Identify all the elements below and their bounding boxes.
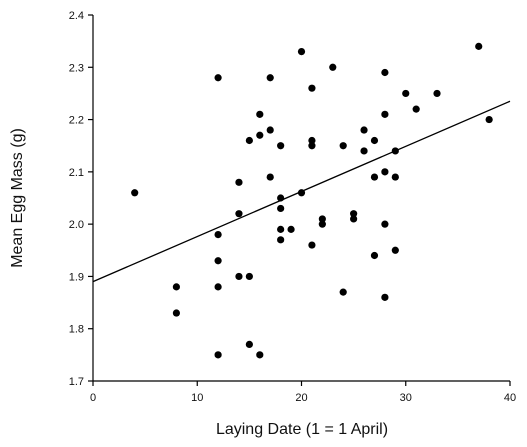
data-point: [402, 89, 410, 98]
data-point: [297, 189, 306, 197]
y-axis: 1.7 1.8 1.9 2.0 2.1 2.2 2.3 2.4: [69, 10, 94, 388]
data-point: [214, 231, 222, 239]
y-tick-label: 2.2: [69, 115, 84, 127]
data-point: [381, 168, 389, 176]
y-tick-label: 2.1: [69, 167, 84, 179]
data-point: [370, 251, 379, 260]
data-point: [412, 105, 420, 113]
data-point: [381, 110, 389, 118]
data-point: [245, 136, 253, 145]
y-axis-title: Mean Egg Mass (g): [9, 128, 26, 268]
data-point: [235, 178, 243, 186]
data-point: [350, 215, 358, 223]
data-point: [360, 126, 368, 134]
data-point: [256, 351, 264, 359]
data-point: [485, 115, 493, 124]
data-point: [277, 236, 285, 244]
data-point: [381, 220, 389, 228]
data-point: [266, 173, 274, 181]
x-axis-title: Laying Date (1 = 1 April): [216, 421, 388, 438]
data-point: [391, 246, 399, 254]
x-ticks: 0 10 20 30 40: [90, 381, 516, 404]
y-tick-label: 2.4: [69, 10, 84, 22]
y-tick-label: 1.9: [69, 271, 84, 283]
y-tick-label: 1.7: [69, 376, 84, 388]
data-point: [308, 241, 316, 249]
data-point: [433, 89, 441, 98]
data-point: [131, 189, 139, 197]
data-point: [297, 48, 306, 56]
data-point: [277, 225, 285, 233]
y-ticks: 1.7 1.8 1.9 2.0 2.1 2.2 2.3 2.4: [69, 10, 93, 388]
data-point: [360, 147, 368, 155]
y-tick-label: 2.3: [69, 62, 84, 74]
data-point: [339, 142, 347, 150]
data-point: [391, 147, 399, 155]
data-point: [277, 142, 285, 150]
data-point: [245, 272, 253, 281]
x-tick-label: 20: [295, 392, 307, 404]
data-point: [339, 288, 347, 296]
data-point: [318, 215, 326, 223]
data-point: [256, 131, 264, 139]
data-point: [391, 173, 399, 181]
data-point: [308, 136, 316, 145]
data-point: [235, 210, 243, 218]
data-point: [308, 84, 316, 92]
data-point: [350, 210, 358, 218]
x-tick-label: 0: [90, 392, 96, 404]
data-point: [318, 220, 326, 228]
data-point: [370, 136, 379, 145]
x-tick-label: 10: [191, 392, 203, 404]
y-tick-label: 2.0: [69, 219, 84, 231]
data-point: [308, 142, 316, 150]
data-point: [287, 225, 295, 233]
data-point: [172, 309, 180, 317]
data-point: [214, 74, 222, 82]
data-point: [256, 110, 264, 118]
data-point: [214, 351, 222, 359]
data-point: [214, 257, 222, 265]
data-point: [329, 63, 337, 71]
y-tick-label: 1.8: [69, 324, 84, 336]
data-point: [235, 272, 243, 281]
data-points: [131, 42, 493, 359]
data-point: [277, 204, 285, 213]
data-point: [266, 74, 274, 82]
data-point: [370, 173, 379, 181]
x-tick-label: 40: [504, 392, 516, 404]
data-point: [172, 283, 180, 291]
data-point: [381, 68, 389, 77]
data-point: [245, 340, 253, 348]
data-point: [214, 283, 222, 291]
data-point: [277, 194, 285, 202]
data-point: [381, 293, 389, 301]
data-point: [266, 126, 274, 134]
x-tick-label: 30: [400, 392, 412, 404]
data-point: [475, 42, 483, 50]
x-axis: 0 10 20 30 40: [90, 380, 516, 404]
